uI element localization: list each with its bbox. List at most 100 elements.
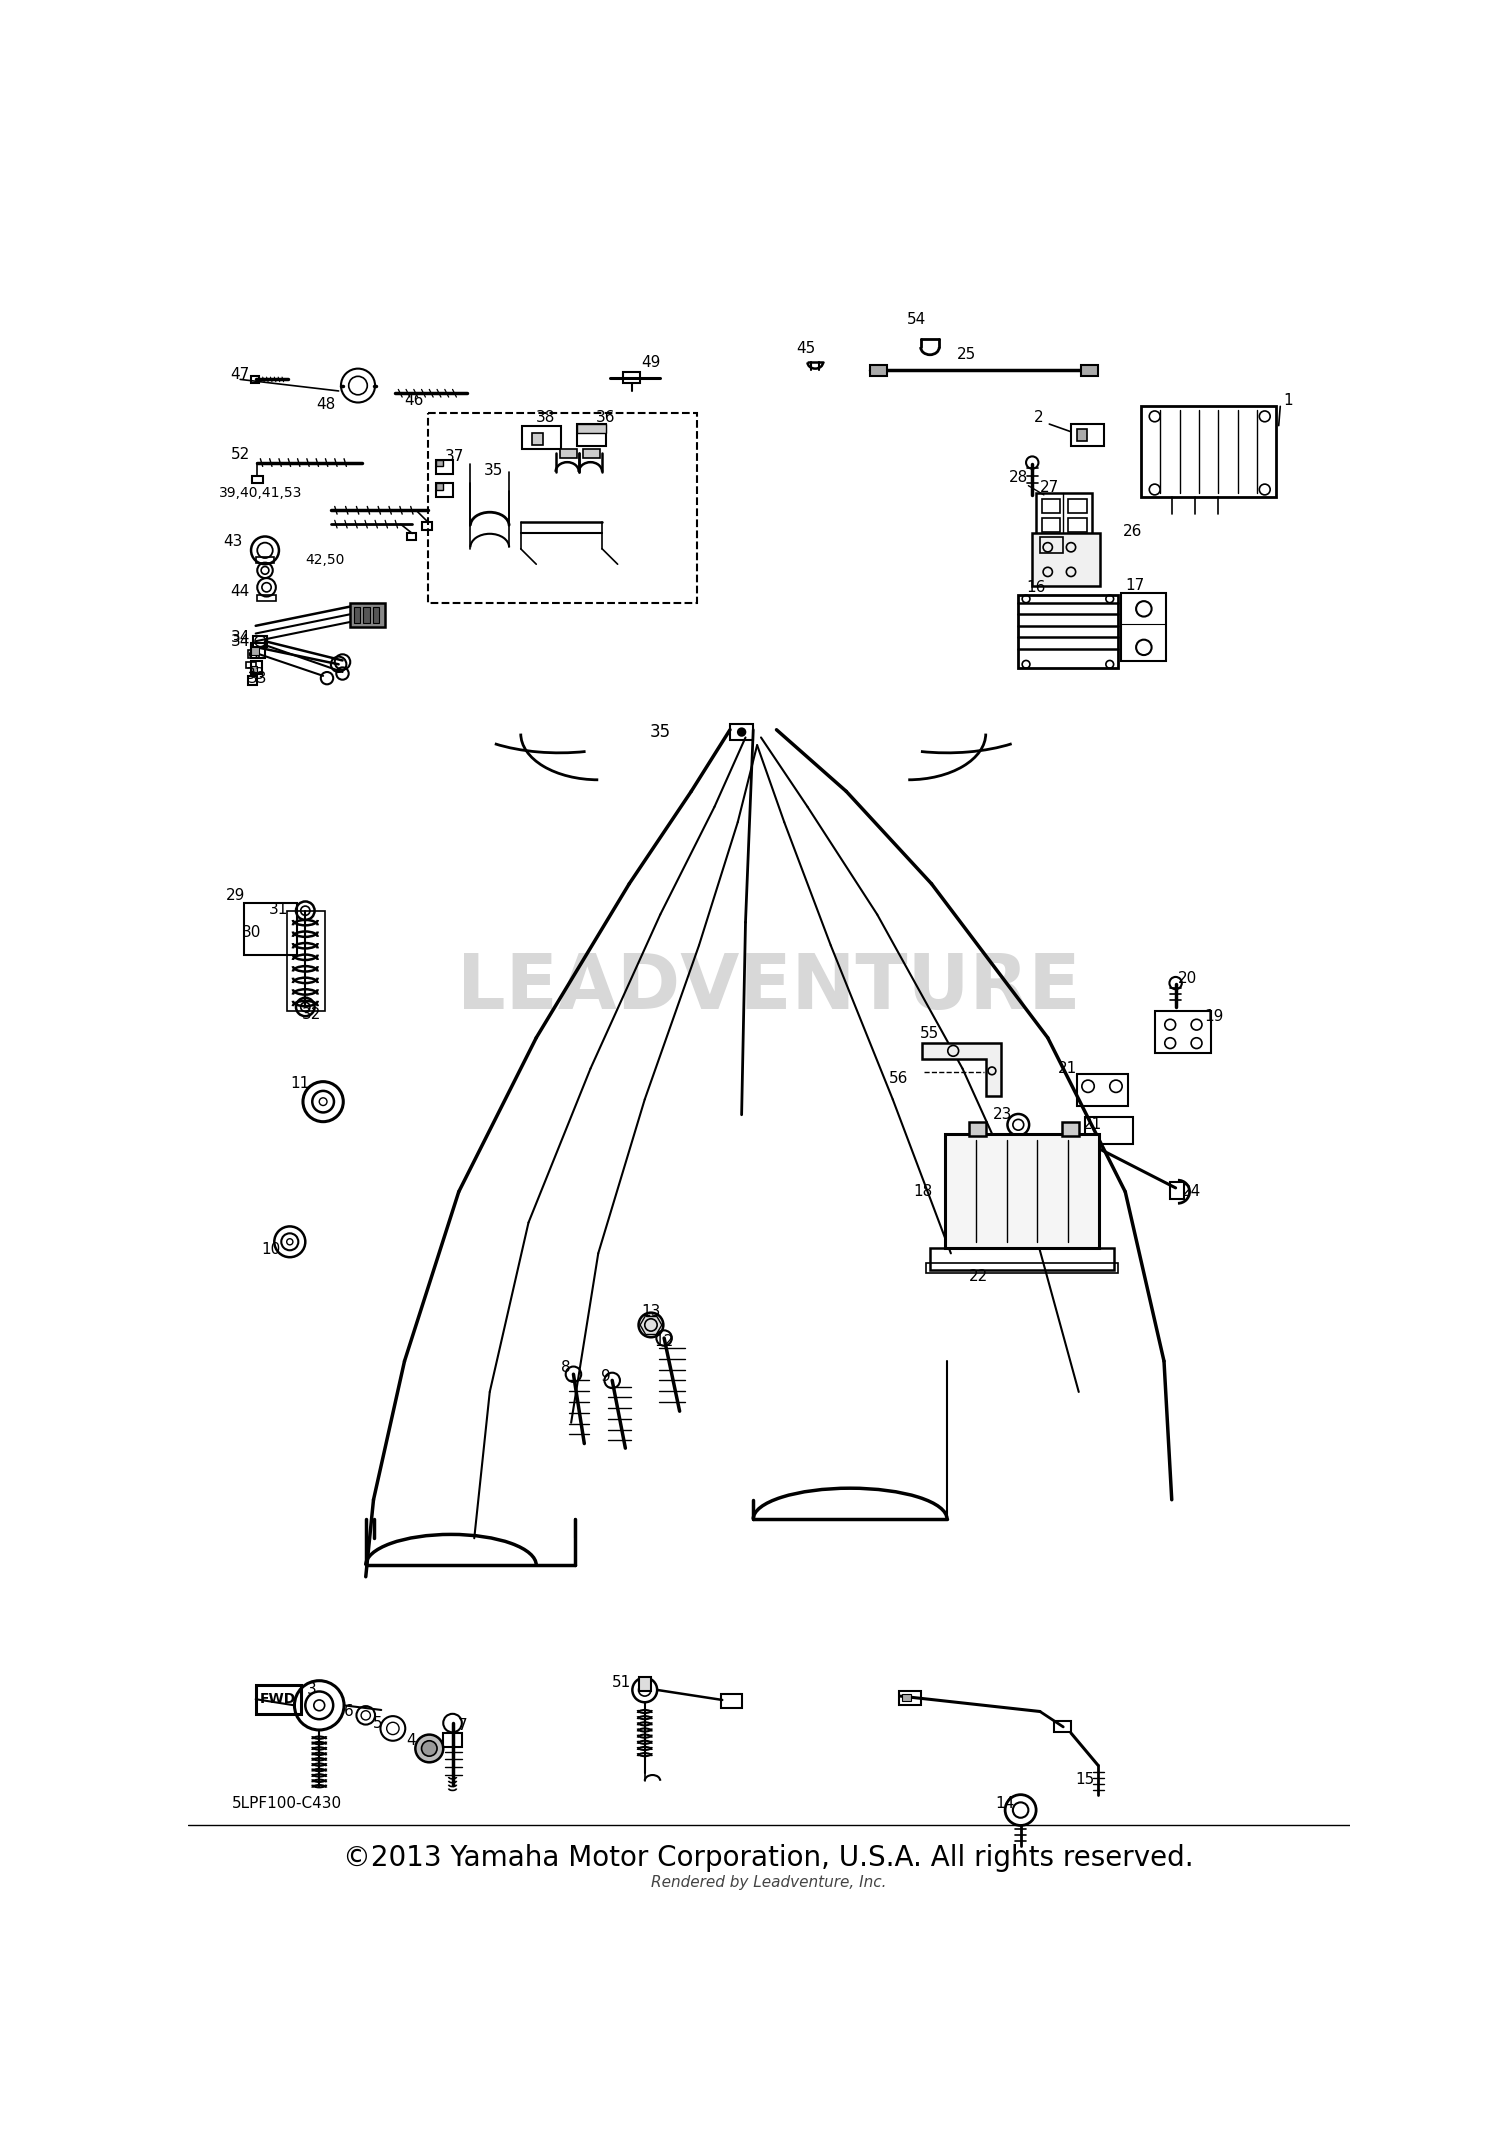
Text: 11: 11 [291, 1076, 309, 1091]
Text: 9: 9 [602, 1369, 610, 1383]
Text: 29: 29 [226, 888, 244, 903]
Text: 38: 38 [536, 410, 555, 425]
Bar [532, 433, 543, 444]
Bar [639, 1676, 651, 1691]
Bar [1077, 1074, 1128, 1106]
Bar [363, 606, 369, 623]
Bar [354, 606, 360, 623]
Bar [870, 365, 886, 376]
Bar [372, 606, 380, 623]
Bar [1032, 534, 1101, 585]
Text: 31: 31 [270, 901, 288, 916]
Text: 26: 26 [1124, 525, 1143, 540]
Text: 44: 44 [231, 583, 251, 598]
Circle shape [422, 1740, 436, 1757]
Text: 39,40,41,53: 39,40,41,53 [219, 487, 303, 500]
Bar [435, 461, 444, 465]
Bar [1054, 1721, 1071, 1731]
Bar [406, 534, 416, 540]
Bar [1041, 500, 1060, 512]
Bar [898, 1691, 921, 1704]
Bar [251, 666, 258, 673]
Text: 52: 52 [231, 448, 251, 463]
Bar [1011, 1146, 1026, 1151]
Bar [522, 425, 561, 448]
Text: 4: 4 [406, 1734, 416, 1749]
Bar [1068, 500, 1086, 512]
Bar [730, 724, 753, 739]
Text: LEADVENTURE: LEADVENTURE [458, 950, 1080, 1025]
Bar [248, 677, 258, 685]
Text: 24: 24 [1182, 1185, 1200, 1200]
Text: FWD: FWD [260, 1693, 297, 1706]
Circle shape [416, 1734, 444, 1761]
Bar [435, 483, 453, 497]
Text: 12: 12 [654, 1334, 674, 1349]
Text: 35: 35 [650, 724, 670, 741]
Bar [251, 647, 260, 655]
Text: 46: 46 [404, 393, 423, 408]
Bar [1041, 519, 1060, 532]
Bar [582, 448, 600, 457]
Text: 47: 47 [231, 367, 251, 382]
Text: 27: 27 [1040, 480, 1059, 495]
Bar [576, 425, 606, 446]
Text: 48: 48 [316, 397, 334, 412]
Text: 5LPF100-C430: 5LPF100-C430 [231, 1796, 342, 1810]
Bar [1071, 425, 1104, 446]
Bar [930, 1249, 1114, 1270]
Bar [251, 662, 262, 673]
Text: 32: 32 [302, 1008, 321, 1023]
Circle shape [639, 1313, 663, 1337]
Bar [244, 903, 297, 954]
Bar [1062, 1123, 1078, 1136]
Bar [926, 1264, 1119, 1272]
Text: 25: 25 [957, 348, 976, 363]
Bar [720, 1693, 742, 1708]
Text: 36: 36 [596, 410, 615, 425]
Text: 21: 21 [1083, 1117, 1102, 1132]
Bar [1170, 1183, 1184, 1198]
Text: 45: 45 [796, 342, 816, 357]
Text: 6: 6 [344, 1704, 354, 1719]
Text: 16: 16 [1026, 581, 1045, 596]
Bar [1036, 493, 1092, 536]
Bar [255, 1685, 300, 1714]
Text: 14: 14 [996, 1796, 1014, 1810]
Bar [255, 557, 274, 564]
Text: 37: 37 [446, 448, 465, 463]
Bar [246, 662, 255, 668]
Bar [427, 412, 698, 604]
Bar [435, 483, 444, 489]
Bar [622, 371, 640, 384]
Text: 20: 20 [1178, 971, 1197, 986]
Text: 2: 2 [1034, 410, 1044, 425]
Text: 34: 34 [231, 630, 251, 645]
Text: 49: 49 [642, 354, 660, 369]
Bar [444, 1734, 462, 1746]
Bar [945, 1134, 1100, 1249]
Bar [902, 1693, 912, 1702]
Bar [251, 643, 266, 658]
Bar [423, 521, 432, 529]
Bar [1040, 538, 1064, 553]
Bar [252, 476, 262, 483]
Bar [254, 636, 267, 647]
Bar [248, 651, 259, 658]
Bar [435, 461, 453, 474]
Text: 13: 13 [642, 1304, 660, 1319]
Bar [350, 602, 386, 628]
Text: 5: 5 [372, 1717, 382, 1731]
Bar [1068, 519, 1086, 532]
Text: 34: 34 [231, 634, 251, 649]
Text: 43: 43 [224, 534, 242, 549]
Text: 54: 54 [906, 312, 926, 327]
Bar [1122, 594, 1167, 662]
Bar [560, 448, 576, 457]
Text: 33: 33 [248, 670, 267, 685]
Bar [1155, 1010, 1210, 1053]
Text: 7: 7 [458, 1719, 468, 1734]
Text: 18: 18 [914, 1185, 933, 1200]
Text: 3: 3 [306, 1682, 316, 1697]
Text: ©2013 Yamaha Motor Corporation, U.S.A. All rights reserved.: ©2013 Yamaha Motor Corporation, U.S.A. A… [344, 1845, 1194, 1872]
